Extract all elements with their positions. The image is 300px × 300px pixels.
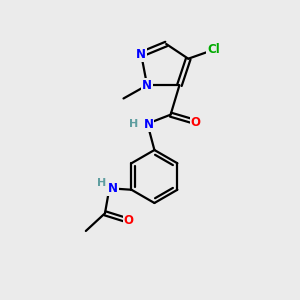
Text: O: O	[190, 116, 201, 128]
Text: N: N	[142, 79, 152, 92]
Text: N: N	[136, 48, 146, 61]
Text: H: H	[97, 178, 106, 188]
Text: Cl: Cl	[207, 44, 220, 56]
Text: N: N	[143, 118, 154, 131]
Text: O: O	[124, 214, 134, 227]
Text: N: N	[108, 182, 118, 195]
Text: H: H	[129, 119, 138, 129]
